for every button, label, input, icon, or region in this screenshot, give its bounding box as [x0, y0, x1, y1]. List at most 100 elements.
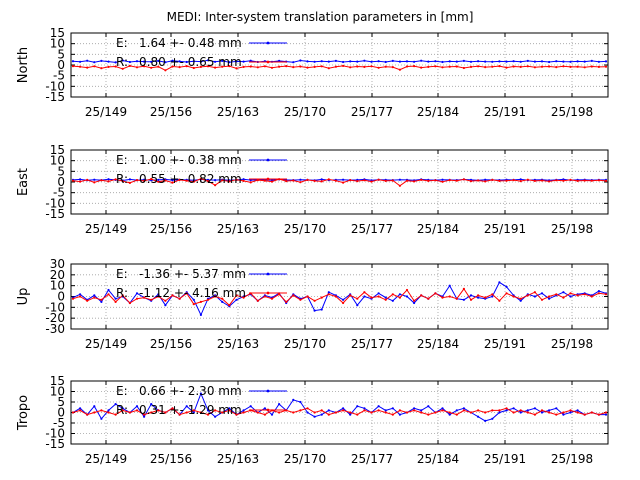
data-point-E [519, 299, 522, 302]
data-point-E [270, 413, 274, 416]
data-point-R [263, 65, 266, 68]
data-point-E [519, 178, 522, 181]
data-point-E [477, 415, 480, 418]
data-point-R [349, 66, 352, 69]
data-point-R [320, 409, 323, 412]
data-point-R [278, 293, 281, 296]
data-point-R [491, 178, 494, 181]
data-point-R [178, 413, 181, 416]
data-point-R [356, 413, 359, 416]
x-tick-label: 25/163 [217, 452, 259, 466]
data-point-R [477, 65, 480, 68]
data-point-E [356, 405, 359, 408]
data-point-R [484, 411, 487, 414]
y-tick-label: 0 [57, 58, 65, 72]
legend-swatch-point-E [266, 272, 270, 276]
data-point-R [71, 297, 75, 300]
legend-swatch-point-E [266, 158, 270, 162]
data-point-E [484, 419, 487, 422]
data-point-R [576, 179, 579, 182]
data-point-R [292, 179, 295, 182]
data-point-R [221, 65, 224, 68]
x-tick-label: 25/177 [351, 452, 393, 466]
data-point-R [242, 179, 245, 182]
data-point-R [121, 409, 124, 412]
x-tick-label: 25/184 [417, 452, 459, 466]
data-point-E [192, 411, 195, 414]
data-point-E [135, 60, 139, 63]
y-tick-label: -10 [45, 196, 65, 210]
data-point-E [562, 291, 565, 294]
series-line-R [72, 65, 607, 71]
data-point-E [377, 292, 380, 295]
data-point-R [427, 65, 430, 68]
y-tick-label: -30 [45, 322, 65, 336]
data-point-E [214, 415, 217, 418]
data-point-R [356, 297, 359, 300]
data-point-E [498, 60, 501, 63]
data-point-E [484, 178, 487, 181]
y-tick-label: 20 [50, 268, 65, 282]
data-point-E [249, 179, 252, 182]
data-point-R [462, 409, 465, 412]
data-point-E [448, 60, 451, 63]
plot-frame [70, 149, 609, 215]
data-point-E [292, 398, 295, 401]
x-tick-label: 25/163 [217, 337, 259, 351]
data-point-R [583, 413, 586, 416]
data-point-R [469, 298, 473, 301]
data-point-R [569, 178, 572, 181]
y-tick-label: -5 [53, 69, 65, 83]
data-point-E [228, 61, 231, 64]
x-tick-label: 25/170 [284, 337, 326, 351]
data-point-R [562, 296, 565, 299]
data-point-E [320, 413, 323, 416]
data-point-E [505, 60, 508, 63]
data-point-E [548, 297, 551, 300]
data-point-R [306, 295, 309, 298]
data-point-R [150, 298, 153, 301]
data-point-R [420, 294, 423, 297]
data-point-R [249, 65, 252, 68]
data-point-R [349, 411, 352, 414]
series-line-E [72, 59, 607, 63]
data-point-E [576, 60, 579, 63]
data-point-R [363, 65, 366, 68]
y-tick-label: 5 [57, 164, 65, 178]
y-axis-label: East [16, 168, 31, 196]
data-point-E [342, 298, 345, 301]
data-point-R [327, 178, 330, 181]
y-tick-label: -15 [45, 207, 65, 221]
plot-frame [70, 263, 609, 330]
data-point-R [164, 411, 167, 414]
data-point-R [263, 295, 266, 298]
data-point-R [569, 409, 572, 412]
data-point-E [306, 411, 309, 414]
data-point-R [342, 64, 345, 67]
data-point-R [306, 66, 309, 69]
data-point-R [135, 297, 139, 300]
data-point-E [107, 178, 110, 181]
y-tick-label: -5 [53, 416, 65, 430]
data-point-E [278, 403, 281, 406]
data-point-R [533, 66, 537, 69]
data-point-R [583, 179, 586, 182]
data-point-R [86, 178, 89, 181]
x-tick-label: 25/156 [150, 337, 192, 351]
data-point-E [121, 59, 124, 62]
data-point-R [71, 65, 75, 68]
data-point-R [597, 65, 601, 68]
data-point-R [135, 179, 139, 182]
data-point-E [597, 60, 601, 63]
data-point-E [391, 299, 394, 302]
data-point-R [405, 411, 409, 414]
data-point-E [263, 407, 266, 410]
data-point-R [540, 179, 544, 182]
data-point-E [441, 407, 444, 410]
data-point-E [384, 60, 387, 64]
data-point-R [469, 180, 473, 183]
data-point-E [299, 400, 302, 404]
series-line-R [72, 178, 607, 187]
data-point-E [100, 300, 103, 303]
data-point-R [590, 179, 593, 182]
